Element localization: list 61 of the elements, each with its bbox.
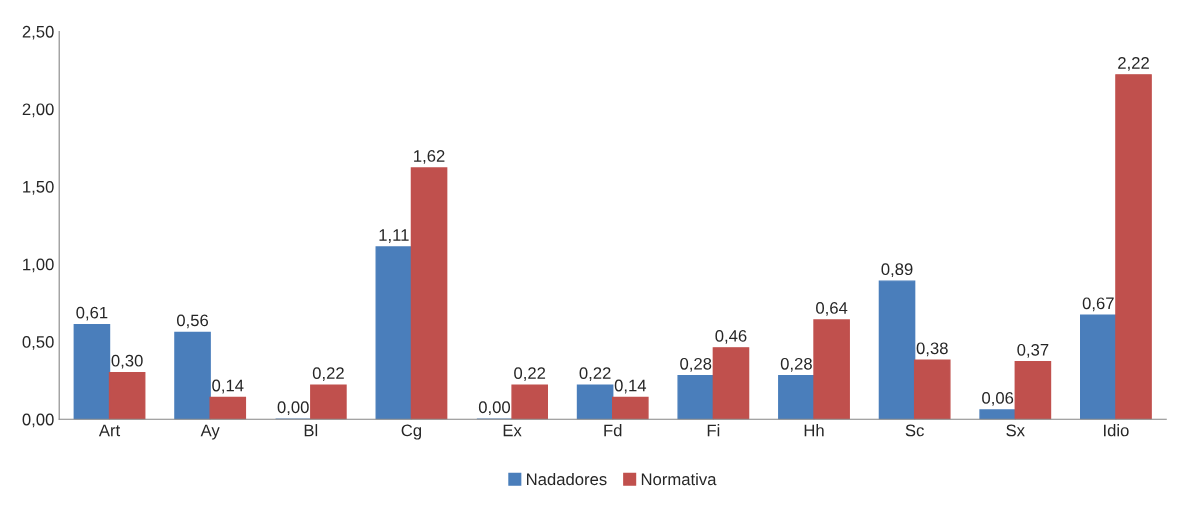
data-label: 0,89 [881,263,913,278]
bar [108,371,146,420]
bar [1115,74,1152,420]
bar [1080,314,1117,420]
bar [913,359,951,420]
data-label: 0,28 [780,357,812,372]
x-tick-label: Cg [401,424,422,440]
data-label: 2,22 [1118,56,1149,71]
data-label: 0,14 [212,379,244,394]
x-tick-label: Fi [707,424,720,437]
y-tick-label: 0,00 [22,413,54,428]
bar [677,375,715,420]
x-tick-label: Ay [200,424,220,440]
x-tick-label: Art [98,424,121,437]
bar [576,384,614,420]
y-tick-label: 0,50 [22,336,54,350]
x-tick-label: Hh [804,424,824,437]
data-label: 0,46 [715,329,747,344]
bar [813,319,850,420]
bar [1014,361,1052,420]
data-label: 0,67 [1082,297,1114,312]
x-tick-label: Fd [604,424,622,437]
x-tick-label: Ex [503,424,522,437]
bar [979,409,1016,420]
x-tick-label: Sx [1006,424,1025,437]
data-label: 0,61 [76,306,108,321]
bar [73,323,111,420]
data-label: 0,64 [816,302,848,316]
bar [375,246,413,420]
y-tick-label: 2,50 [22,25,54,40]
bar [712,347,750,420]
data-label: 0,22 [312,367,344,381]
data-label: 0,22 [514,367,546,381]
y-tick-label: 1,50 [23,180,54,195]
data-label: 0,37 [1017,343,1049,358]
data-label: 1,11 [379,229,409,243]
bar [612,396,649,420]
bar [511,384,548,420]
legend-label: Normativa [641,472,717,486]
legend-label: Nadadores [527,472,607,486]
bar [410,167,448,420]
y-tick-label: 1,00 [23,258,54,273]
data-label: 0,30 [111,354,143,369]
data-label: 0,56 [176,314,209,329]
data-label: 0,06 [982,392,1014,406]
x-tick-label: Sc [905,424,924,437]
bar [209,396,247,420]
x-tick-label: Idio [1104,424,1129,437]
bar [878,280,916,420]
data-label: 0,22 [579,367,611,381]
data-label: 1,62 [414,150,445,164]
data-label: 0,14 [614,379,647,394]
data-label: 0,00 [277,401,309,416]
data-label: 0,00 [478,401,511,416]
y-tick-label: 2,00 [22,103,54,118]
bar [778,375,815,420]
bar [310,384,347,420]
data-label: 0,38 [916,342,948,357]
bar [174,331,211,420]
data-label: 0,28 [680,357,712,372]
x-tick-label: Bl [304,424,318,437]
